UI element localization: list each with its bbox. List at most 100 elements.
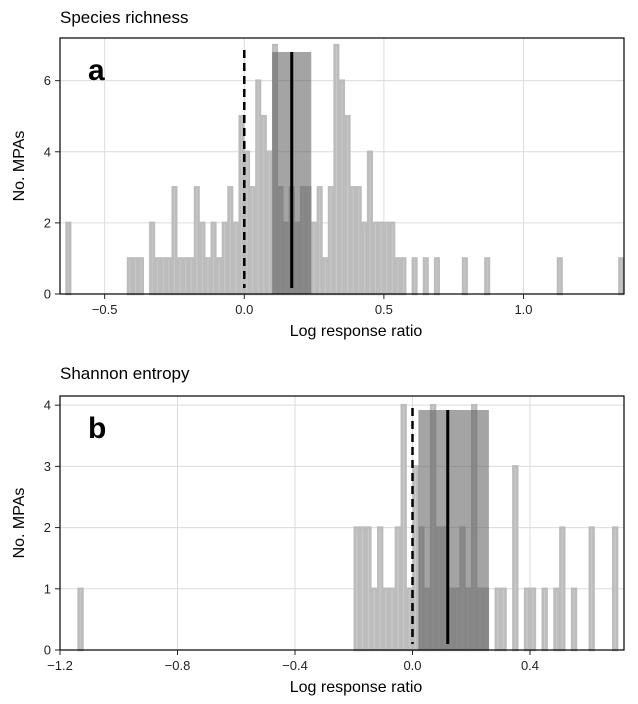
y-axis-label: No. MPAs — [11, 131, 28, 202]
histogram-bar — [400, 257, 407, 296]
histogram-bar — [199, 221, 206, 296]
histogram-bar — [266, 150, 273, 296]
histogram-bar — [193, 186, 200, 296]
x-tick-label: −0.5 — [92, 302, 118, 317]
histogram-bar — [366, 150, 373, 296]
histogram-bar — [260, 114, 267, 296]
y-tick-label: 4 — [44, 398, 51, 413]
x-tick-label: 1.0 — [514, 302, 532, 317]
histogram-bar — [618, 257, 625, 296]
histogram-bar — [359, 526, 366, 652]
y-tick-label: 3 — [44, 459, 51, 474]
histogram-bar — [389, 221, 396, 296]
histogram-bar — [210, 221, 217, 296]
histogram-bar — [160, 257, 167, 296]
y-tick-label: 6 — [44, 73, 51, 88]
histogram-bar — [406, 587, 413, 652]
histogram-bar — [137, 257, 145, 296]
panel-b-title: Shannon entropy — [60, 364, 190, 383]
histogram-bar — [394, 257, 401, 296]
histogram-bar — [411, 257, 418, 296]
histogram-bar — [378, 221, 385, 296]
histogram-bar — [523, 587, 531, 652]
y-tick-label: 2 — [44, 215, 51, 230]
histogram-bar — [255, 79, 262, 296]
histogram-bar — [232, 221, 239, 296]
x-tick-label: −0.8 — [165, 658, 191, 673]
histogram-bar — [322, 257, 329, 296]
x-axis-label: Log response ratio — [290, 323, 423, 340]
histogram-bar — [244, 150, 251, 296]
histogram-bar — [355, 186, 362, 296]
histogram-bar — [216, 257, 223, 296]
confidence-interval — [418, 410, 489, 650]
histogram-bar — [132, 257, 139, 296]
histogram-bar — [365, 526, 372, 652]
panel-b: −1.2 −0.8 −0.4 0.0 0.4 0 1 2 3 4 Log response rati… — [11, 395, 625, 696]
histogram-bar — [433, 257, 440, 296]
panel-letter: a — [88, 54, 105, 87]
histogram-bar — [249, 186, 256, 296]
histogram-bar — [394, 526, 401, 652]
panel-a-title: Species richness — [60, 8, 189, 27]
histogram-bar — [372, 221, 379, 296]
histogram-bar — [238, 114, 245, 296]
histogram-bar — [484, 257, 491, 296]
histogram-bar — [77, 587, 84, 652]
histogram-bar — [333, 43, 340, 296]
histogram-bar — [344, 114, 351, 296]
histogram-bar — [316, 186, 323, 296]
histogram-bar — [165, 257, 172, 296]
histogram-bar — [422, 257, 429, 296]
x-tick-label: 0.0 — [235, 302, 253, 317]
histogram-bar — [377, 526, 384, 652]
histogram-bar — [494, 587, 501, 652]
x-tick-label: 0.0 — [403, 658, 421, 673]
x-tick-label: −0.4 — [282, 658, 308, 673]
y-tick-label: 2 — [44, 520, 51, 535]
histogram-bar — [388, 587, 396, 652]
x-axis-label: Log response ratio — [290, 679, 423, 696]
histogram-bar — [149, 221, 156, 296]
histogram-bar — [65, 221, 72, 296]
histogram-bar — [559, 526, 566, 652]
y-tick-label: 4 — [44, 144, 51, 159]
histogram-bar — [371, 587, 378, 652]
histogram-bar — [227, 186, 234, 296]
histogram-bar — [461, 257, 468, 296]
histogram-bar — [383, 221, 390, 296]
histogram-bar — [177, 257, 184, 296]
histogram-bar — [171, 186, 178, 296]
histogram-bar — [500, 587, 507, 652]
histogram-bar — [570, 587, 578, 652]
panel-letter: b — [88, 412, 106, 445]
histogram-bar — [327, 186, 334, 296]
histogram-bar — [182, 257, 189, 296]
x-tick-label: 0.5 — [375, 302, 393, 317]
histogram-bar — [612, 526, 619, 652]
histogram-bar — [311, 221, 318, 296]
histogram-bar — [350, 186, 357, 296]
y-axis-label: No. MPAs — [11, 488, 28, 559]
histogram-bar — [400, 403, 407, 652]
histogram-bar — [221, 221, 228, 296]
histogram-bar — [353, 526, 360, 652]
histogram-bar — [204, 257, 212, 296]
histogram-bar — [154, 257, 161, 296]
y-tick-label: 0 — [44, 643, 51, 658]
histogram-bar — [188, 257, 195, 296]
histogram-bar — [126, 257, 133, 296]
histogram-bar — [382, 587, 390, 652]
panel-a: −0.5 0.0 0.5 1.0 0 2 4 6 Log response ratio No. M… — [11, 37, 625, 340]
y-tick-label: 1 — [44, 581, 51, 596]
y-tick-label: 0 — [44, 287, 51, 302]
x-tick-label: −1.2 — [47, 658, 73, 673]
histogram-bar — [529, 587, 537, 652]
x-tick-label: 0.4 — [521, 658, 539, 673]
histogram-bar — [361, 221, 368, 296]
plot-frame — [59, 37, 625, 295]
histogram-bar — [541, 587, 548, 652]
plot-frame — [59, 395, 625, 651]
histogram-bar — [588, 526, 595, 652]
